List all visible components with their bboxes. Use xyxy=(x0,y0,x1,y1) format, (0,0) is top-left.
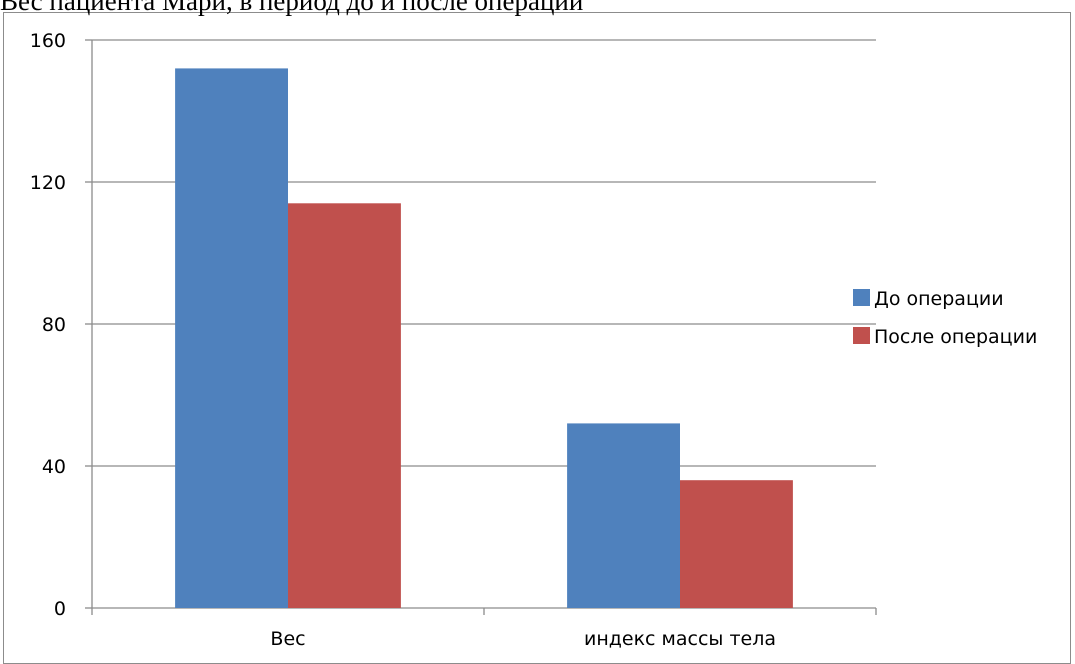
bar-before-0 xyxy=(175,68,288,608)
bar-after-0 xyxy=(288,203,401,609)
legend-label: До операции xyxy=(874,288,1004,310)
y-tick-label: 0 xyxy=(54,598,66,620)
bar-before-1 xyxy=(567,423,680,608)
y-tick-label: 40 xyxy=(42,456,66,478)
legend-swatch xyxy=(853,327,870,344)
y-tick-label: 160 xyxy=(30,30,66,52)
legend-label: После операции xyxy=(874,326,1037,348)
x-tick-label: Вес xyxy=(270,628,305,650)
x-tick-label: индекс массы тела xyxy=(584,628,776,650)
legend-swatch xyxy=(853,289,870,306)
bar-after-1 xyxy=(680,480,793,608)
y-tick-label: 80 xyxy=(42,314,66,336)
y-tick-label: 120 xyxy=(30,172,66,194)
chart-title: Вес пациента Мари, в период до и после о… xyxy=(0,0,584,16)
